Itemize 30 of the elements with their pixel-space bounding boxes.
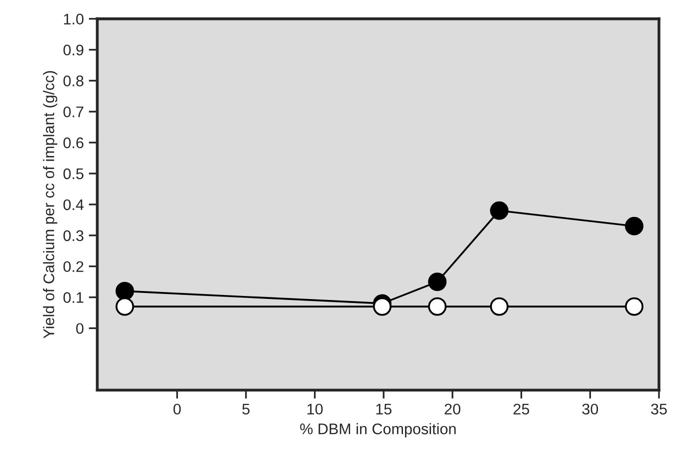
- y-tick-label: 0.1: [63, 292, 84, 303]
- point: [428, 272, 447, 292]
- point: [428, 297, 447, 316]
- point: [490, 201, 509, 220]
- point: [373, 297, 392, 316]
- x-tick-label: 35: [651, 404, 667, 415]
- point: [490, 297, 509, 316]
- y-tick-label: 0.4: [63, 199, 84, 210]
- y-tick-label: 0: [76, 323, 84, 334]
- point: [624, 297, 644, 316]
- point: [624, 216, 644, 236]
- x-tick-label: 15: [376, 404, 392, 415]
- y-tick-label: 0.2: [63, 261, 84, 272]
- x-tick-label: 25: [514, 404, 530, 415]
- y-tick-label: 1.0: [64, 14, 84, 24]
- point: [116, 297, 134, 316]
- y-tick-label: 0.6: [63, 137, 84, 148]
- point: [116, 282, 134, 300]
- x-tick-label: 30: [582, 404, 598, 415]
- x-tick-label: 5: [242, 404, 250, 415]
- x-tick-label: 20: [444, 404, 460, 415]
- y-tick-label: 0.5: [63, 168, 84, 180]
- y-tick-label: 0.7: [63, 106, 84, 118]
- y-axis-title: Yield of Calcium per cc of implant (g/cc): [43, 71, 58, 338]
- y-tick-label: 0.8: [63, 76, 84, 86]
- y-tick-label: 0.3: [63, 230, 84, 242]
- x-tick-label: 10: [307, 404, 323, 415]
- x-axis-title: % DBM in Composition: [300, 423, 456, 438]
- y-tick-label: 0.9: [63, 44, 84, 56]
- x-tick-label: 0: [173, 404, 181, 415]
